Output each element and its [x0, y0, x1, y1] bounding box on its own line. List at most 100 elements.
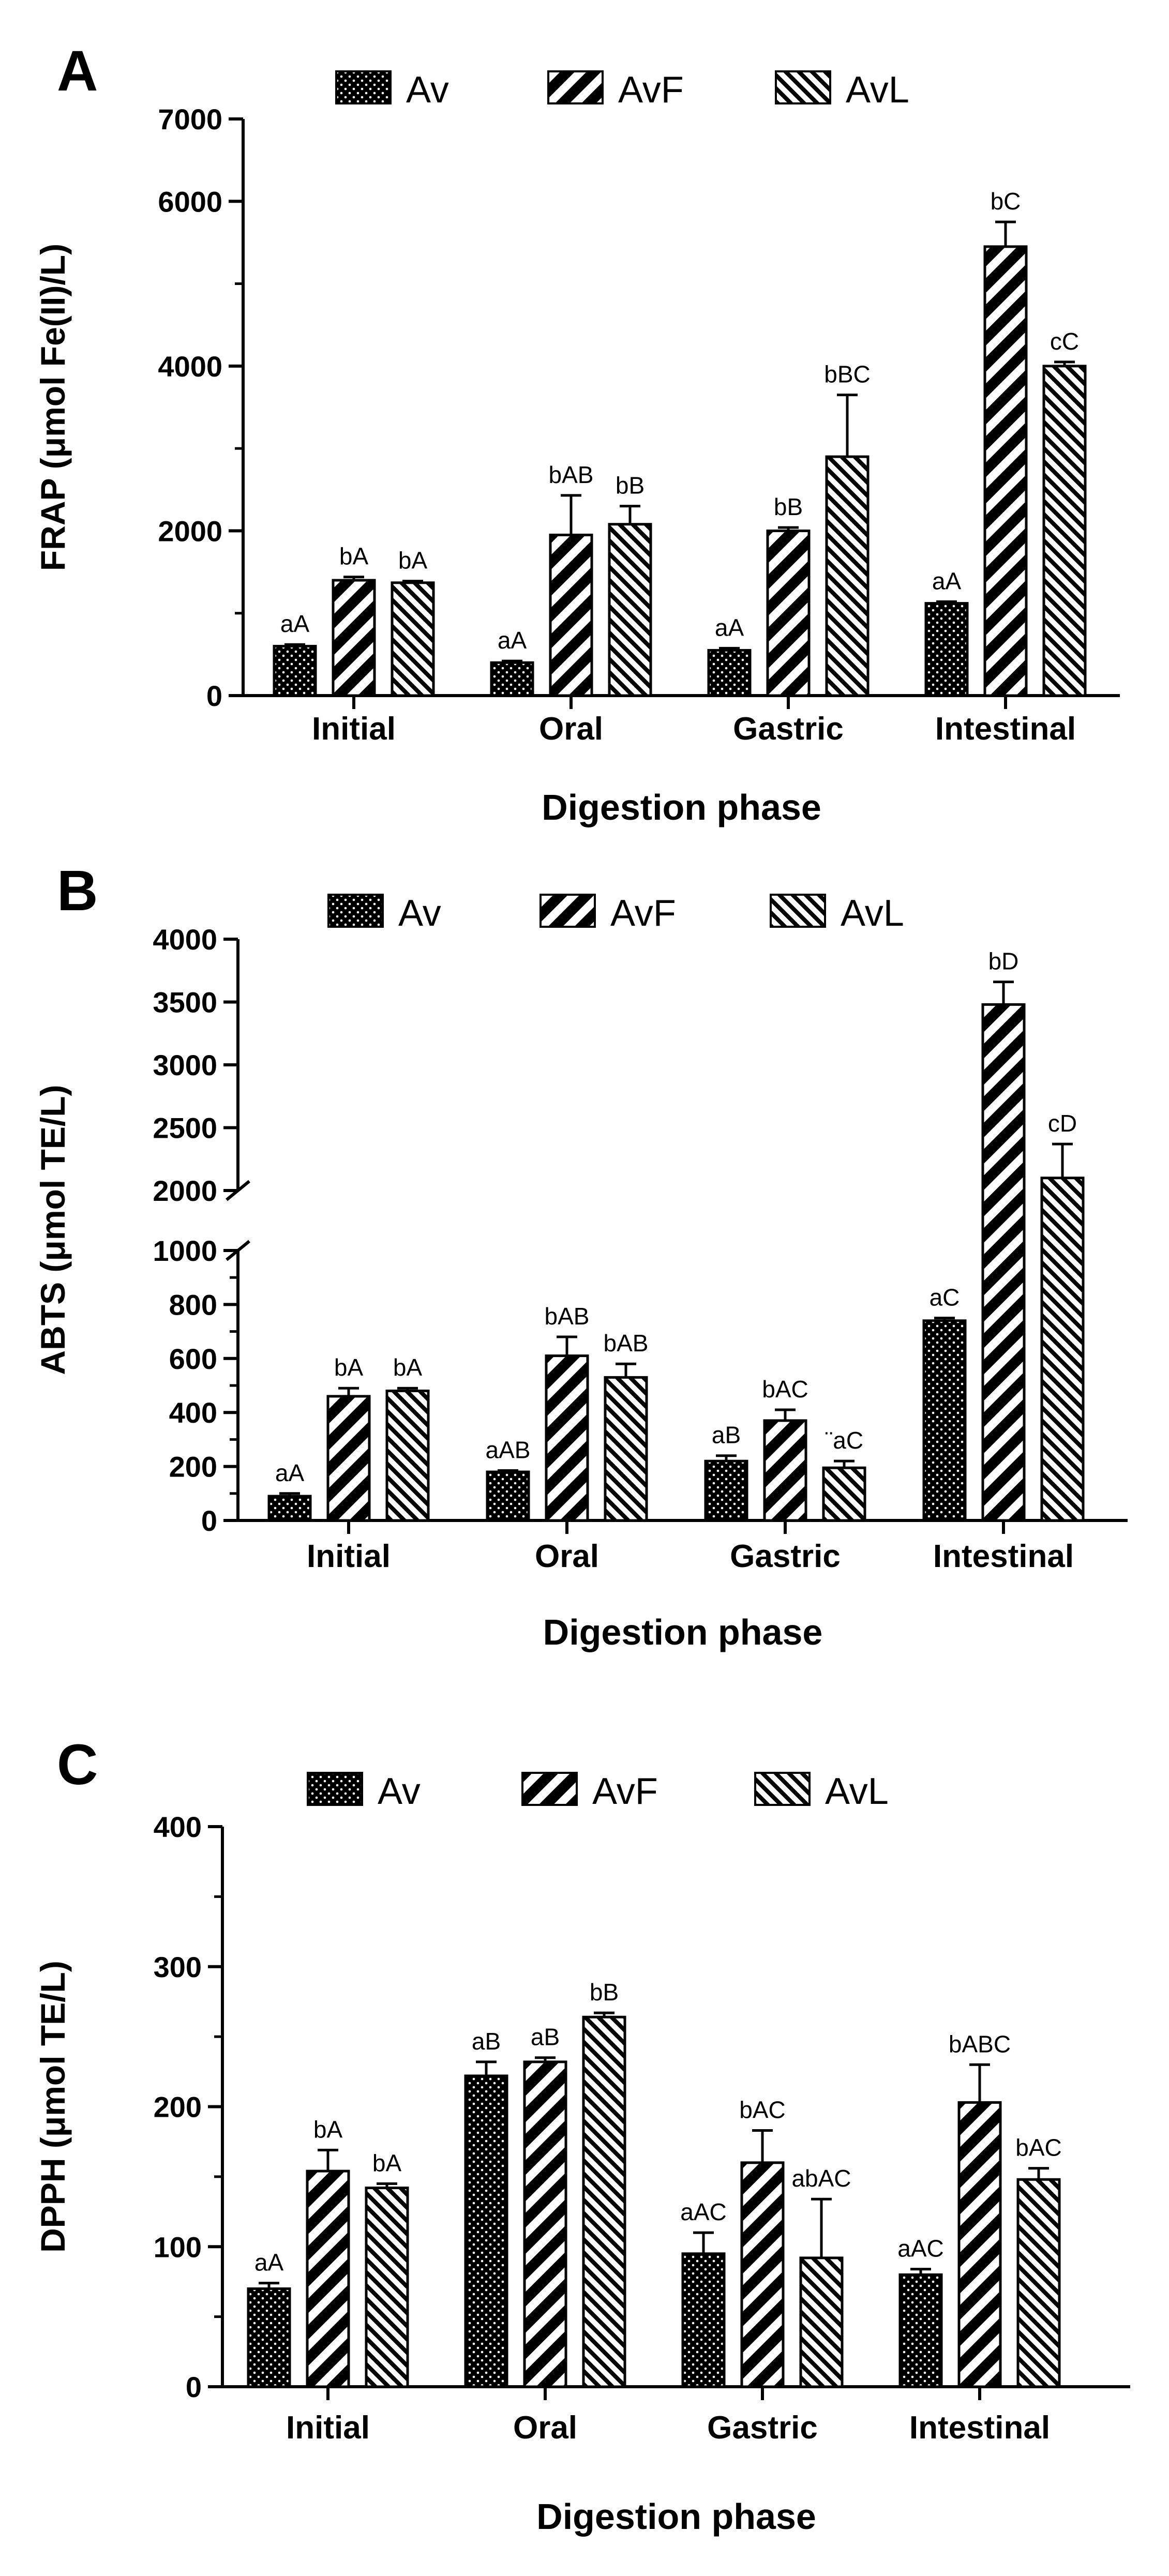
x-tick-label: Initial — [286, 2410, 370, 2446]
bar-avf-initial — [326, 1395, 371, 1522]
bar-avf-oral — [523, 2060, 567, 2388]
legend-label-avf: AvF — [610, 893, 676, 934]
bar-avl-initial — [385, 1389, 430, 1522]
bar-avl-intestinal — [1042, 365, 1087, 697]
legend-swatch-avl — [775, 70, 831, 104]
y-tick-label: 0 — [201, 1504, 217, 1537]
data-label: aA — [280, 610, 310, 637]
data-label: aA — [275, 1459, 305, 1486]
y-tick-label: 6000 — [158, 185, 222, 218]
data-label: aA — [254, 2249, 284, 2276]
y-axis-title: DPPH (μmol TE/L) — [34, 1961, 72, 2253]
bar-avf-gastric — [766, 529, 811, 697]
bar-av-oral — [486, 1470, 530, 1522]
x-tick-label: Intestinal — [933, 1539, 1074, 1574]
data-label: bAC — [739, 2097, 785, 2123]
data-label: bA — [334, 1354, 364, 1381]
data-label: bD — [988, 948, 1019, 975]
data-label: cD — [1048, 1110, 1077, 1137]
data-label: aB — [472, 2028, 501, 2055]
data-label: bB — [590, 1979, 619, 2006]
x-tick-label: Intestinal — [935, 711, 1076, 747]
y-tick-label: 0 — [186, 2371, 202, 2403]
bar-avf-oral — [545, 1354, 589, 1522]
data-label: aB — [712, 1422, 741, 1449]
legend-label-avf: AvF — [592, 1771, 658, 1812]
legend-swatch-avf — [539, 894, 596, 928]
y-axis-title: FRAP (μmol Fe(II)/L) — [34, 244, 72, 571]
data-label: aAB — [486, 1436, 531, 1463]
y-tick-label: 3500 — [153, 986, 217, 1019]
y-tick-label: 400 — [169, 1396, 217, 1429]
bar-avl-initial — [391, 581, 435, 697]
y-axis-title: ABTS (μmol TE/L) — [34, 1085, 72, 1375]
panel-letter: C — [57, 1733, 98, 1797]
data-label: aA — [715, 614, 744, 641]
bar-avf-gastric — [740, 2161, 785, 2388]
data-label: abAC — [791, 2165, 851, 2192]
data-label: bBC — [824, 361, 870, 388]
bar-av-oral — [464, 2074, 508, 2388]
y-tick-label: 7000 — [158, 103, 222, 135]
data-label: bAB — [604, 1330, 649, 1357]
legend-label-avf: AvF — [618, 69, 684, 111]
bar-avl-oral — [608, 523, 652, 697]
data-label: cC — [1050, 328, 1079, 355]
chart-panel-a: A Av AvF AvL 0 2000 4000 6000 7000 aA bA bA Initial a… — [34, 39, 1120, 827]
legend-swatch-av — [335, 70, 392, 104]
bar-avf-gastric — [763, 1419, 807, 1522]
y-tick-label: 200 — [169, 1451, 217, 1483]
legend-label-av: Av — [406, 69, 449, 111]
data-label: aA — [498, 627, 527, 654]
data-label: bA — [339, 543, 369, 570]
bar-avl-gastric — [822, 1466, 866, 1522]
chart-panel-c: C Av AvF AvL 0 100 200 300 400 aA bA bA Initial aB aB b… — [34, 1733, 1130, 2537]
data-label: bAB — [549, 461, 594, 488]
bar-avf-intestinal — [981, 1003, 1026, 1522]
y-tick-label: 4000 — [153, 923, 217, 956]
legend-label-av: Av — [398, 893, 441, 934]
legend-swatch-av — [327, 894, 384, 928]
data-label: ¨aC — [825, 1427, 863, 1454]
legend-label-avl: AvL — [846, 69, 909, 111]
legend-swatch-avf — [547, 70, 604, 104]
bar-av-gastric — [681, 2252, 726, 2388]
y-tick-label: 200 — [154, 2091, 202, 2123]
x-tick-label: Oral — [539, 711, 603, 747]
data-label: aAC — [897, 2235, 943, 2262]
bar-avf-oral — [549, 533, 593, 697]
y-tick-label: 1000 — [153, 1234, 217, 1267]
legend-swatch-avl — [754, 1772, 811, 1806]
data-label: bA — [313, 2116, 343, 2143]
bar-avl-intestinal — [1016, 2178, 1061, 2388]
x-axis-title: Digestion phase — [542, 787, 821, 827]
bar-avl-gastric — [825, 455, 870, 697]
legend-swatch-avf — [521, 1772, 578, 1806]
legend-label-avl: AvL — [825, 1771, 889, 1812]
data-label: bAC — [1015, 2134, 1061, 2161]
bar-av-initial — [247, 2287, 291, 2388]
bar-av-initial — [267, 1495, 312, 1522]
bar-avf-initial — [306, 2170, 350, 2388]
chart-panel-b: B Av AvF AvL 0 200 400 600 800 1000 2000 2500 3000 35… — [34, 859, 1128, 1652]
bar-avl-intestinal — [1040, 1177, 1085, 1522]
x-tick-label: Initial — [307, 1539, 391, 1574]
bar-av-gastric — [707, 649, 752, 697]
legend-swatch-avl — [770, 894, 826, 928]
bar-av-intestinal — [922, 1319, 967, 1522]
data-label: bA — [398, 547, 428, 574]
y-tick-label: 100 — [154, 2231, 202, 2263]
x-tick-label: Gastric — [707, 2410, 818, 2446]
y-tick-label: 800 — [169, 1288, 217, 1321]
data-label: bAC — [762, 1376, 808, 1403]
data-label: bABC — [949, 2030, 1011, 2057]
bar-av-initial — [273, 644, 317, 697]
x-tick-label: Gastric — [730, 1539, 841, 1574]
x-tick-label: Oral — [535, 1539, 599, 1574]
data-label: bC — [991, 188, 1021, 215]
x-tick-label: Gastric — [733, 711, 844, 747]
data-label: bA — [372, 2149, 402, 2176]
x-tick-label: Initial — [312, 711, 396, 747]
bar-avf-intestinal — [983, 245, 1028, 697]
x-tick-label: Intestinal — [909, 2410, 1050, 2446]
